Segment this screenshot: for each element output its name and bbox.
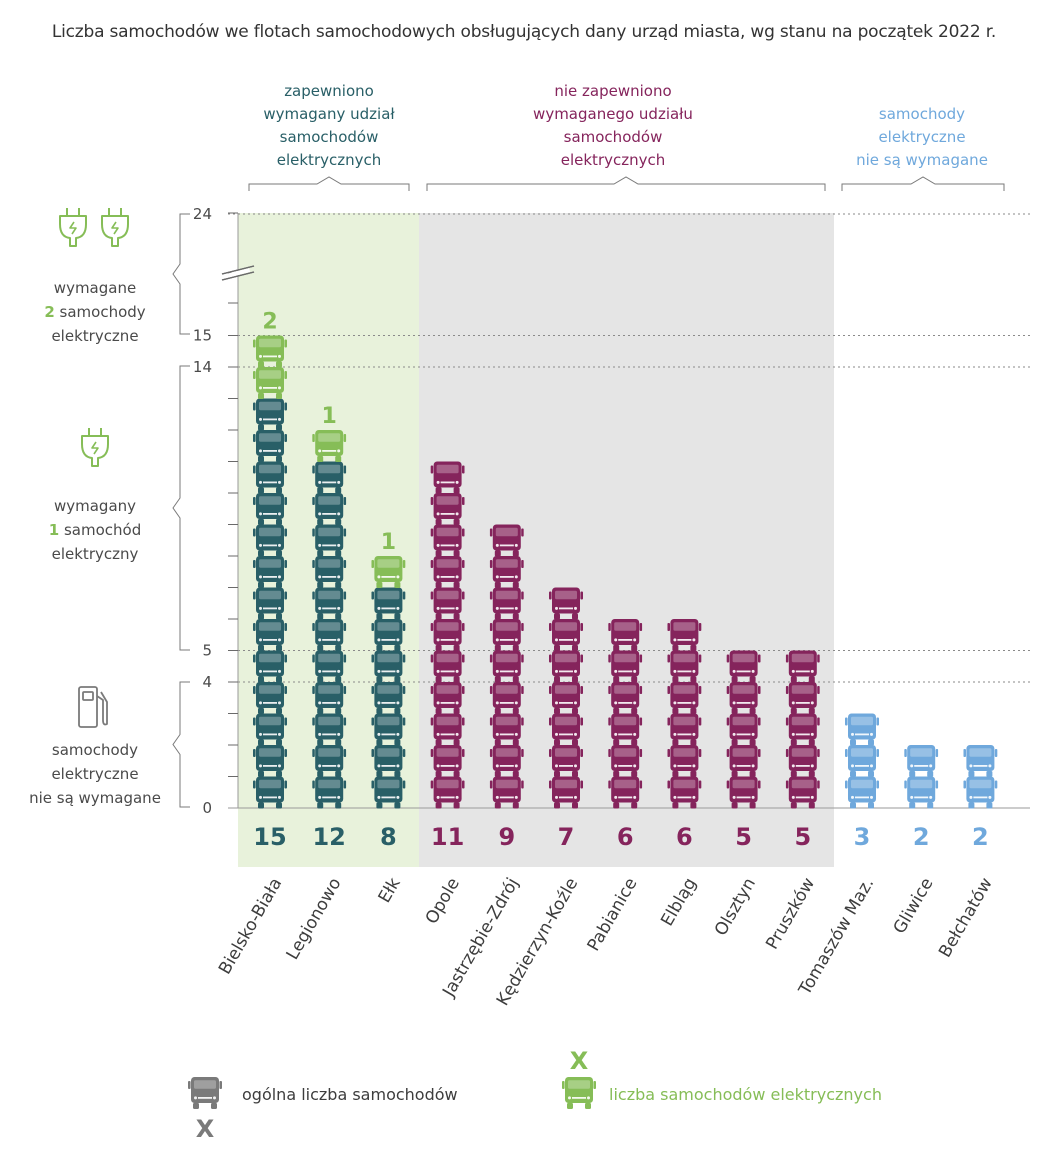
- side-label-line: nie są wymagane: [29, 789, 161, 807]
- legend-electric-mark: X: [570, 1047, 589, 1075]
- axis-break-gap: [225, 268, 251, 278]
- legend-electric-car-icon: [562, 1077, 596, 1109]
- data-label: 7: [558, 823, 575, 851]
- side-label-line: elektryczne: [51, 327, 139, 345]
- bar: [489, 524, 524, 809]
- legend-car-icon: [188, 1077, 222, 1109]
- electric-data-label: 1: [322, 404, 337, 429]
- group-label-line: nie są wymagane: [856, 151, 988, 169]
- bar: [726, 650, 761, 809]
- car-icon: [904, 776, 939, 809]
- bar: [785, 650, 820, 809]
- data-label: 2: [913, 823, 930, 851]
- y-tick-label: 14: [193, 358, 212, 376]
- group-label-line: wymaganego udziału: [533, 105, 693, 123]
- side-label-line: 2 samochody: [20, 300, 170, 324]
- y-tick-label: 24: [193, 205, 212, 223]
- group-label-line: wymagany udział: [263, 105, 395, 123]
- category-label: Legionowo: [283, 875, 346, 964]
- category-label: Opole: [422, 875, 464, 928]
- chart-title: Liczba samochodów we flotach samochodowy…: [51, 22, 997, 42]
- side-label-text: samochód: [63, 521, 142, 539]
- y-range-bracket: [172, 681, 190, 808]
- data-label: 9: [498, 823, 515, 851]
- y-tick-label: 5: [202, 642, 212, 660]
- group-label-notok: nie zapewniono wymaganego udziału samoch…: [500, 80, 726, 172]
- group-label-line: elektrycznych: [560, 151, 666, 169]
- car-icon: [845, 713, 879, 746]
- side-label-text: samochody: [59, 303, 146, 321]
- group-label-line: elektrycznych: [276, 151, 382, 169]
- legend-total-label: ogólna liczba samochodów: [242, 1085, 458, 1104]
- data-label: 5: [735, 823, 752, 851]
- data-label: 15: [253, 823, 286, 851]
- group-label-line: samochodów: [563, 128, 663, 146]
- group-label-line: samochody: [878, 105, 966, 123]
- side-label-line: samochody: [51, 741, 139, 759]
- side-label-two: wymagane 2 samochody elektryczne: [20, 276, 170, 348]
- side-label-one: wymagany 1 samochód elektryczny: [20, 494, 170, 566]
- side-label-line: wymagany: [53, 497, 137, 515]
- y-tick-label: 0: [202, 799, 212, 817]
- bar: [845, 713, 879, 809]
- electric-data-label: 1: [381, 530, 396, 555]
- car-icon: [845, 776, 879, 809]
- category-label: Bielsko-Biała: [215, 875, 286, 979]
- bar: [253, 335, 287, 809]
- group-label-line: elektryczne: [878, 128, 966, 146]
- side-label-line: 1 samochód: [20, 518, 170, 542]
- bar: [904, 745, 939, 809]
- category-label: Olsztyn: [711, 875, 760, 940]
- plug-icon: [81, 428, 109, 467]
- group-bracket: [248, 176, 410, 191]
- group-label-line: zapewniono: [284, 82, 374, 100]
- category-label: Pruszków: [762, 874, 819, 953]
- y-tick-label: 4: [202, 673, 212, 691]
- data-label: 6: [676, 823, 693, 851]
- bar: [430, 461, 465, 809]
- side-label-number: 2: [44, 303, 55, 321]
- group-bracket: [426, 176, 826, 191]
- category-label: Gliwice: [890, 875, 938, 938]
- data-label: 6: [617, 823, 634, 851]
- side-label-none: samochody elektryczne nie są wymagane: [14, 738, 176, 810]
- car-icon: [904, 745, 939, 777]
- y-range-bracket: [172, 213, 190, 335]
- side-label-line: wymagane: [53, 279, 137, 297]
- car-icon: [845, 745, 879, 777]
- group-label-line: nie zapewniono: [554, 82, 672, 100]
- car-icon: [963, 745, 998, 777]
- axis-break: [221, 265, 255, 281]
- data-label: 11: [431, 823, 464, 851]
- group-bracket: [841, 176, 1005, 191]
- legend-electric-label: liczba samochodów elektrycznych: [609, 1085, 882, 1104]
- data-label: 5: [794, 823, 811, 851]
- side-label-line: elektryczne: [51, 765, 139, 783]
- group-label-ok: zapewniono wymagany udział samochodów el…: [230, 80, 428, 172]
- category-label: Ełk: [375, 874, 405, 906]
- data-label: 12: [312, 823, 345, 851]
- bar: [963, 745, 998, 809]
- plug-icon: [101, 208, 129, 247]
- data-label: 2: [972, 823, 989, 851]
- group-label-na: samochody elektryczne nie są wymagane: [832, 103, 1012, 172]
- plug-icon: [59, 208, 87, 247]
- electric-data-label: 2: [262, 310, 277, 335]
- data-label: 8: [380, 823, 397, 851]
- fuel-pump-icon: [78, 686, 108, 728]
- category-label: Bełchatów: [935, 874, 997, 961]
- side-label-number: 1: [48, 521, 60, 539]
- legend-total-mark: X: [196, 1115, 215, 1143]
- group-label-line: samochodów: [279, 128, 379, 146]
- category-label: Pabianice: [584, 875, 642, 955]
- car-icon: [963, 776, 998, 809]
- category-label: Elbląg: [657, 875, 700, 930]
- data-label: 3: [854, 823, 871, 851]
- side-label-line: elektryczny: [51, 545, 139, 563]
- y-tick-label: 15: [193, 327, 212, 345]
- y-range-bracket: [172, 365, 190, 651]
